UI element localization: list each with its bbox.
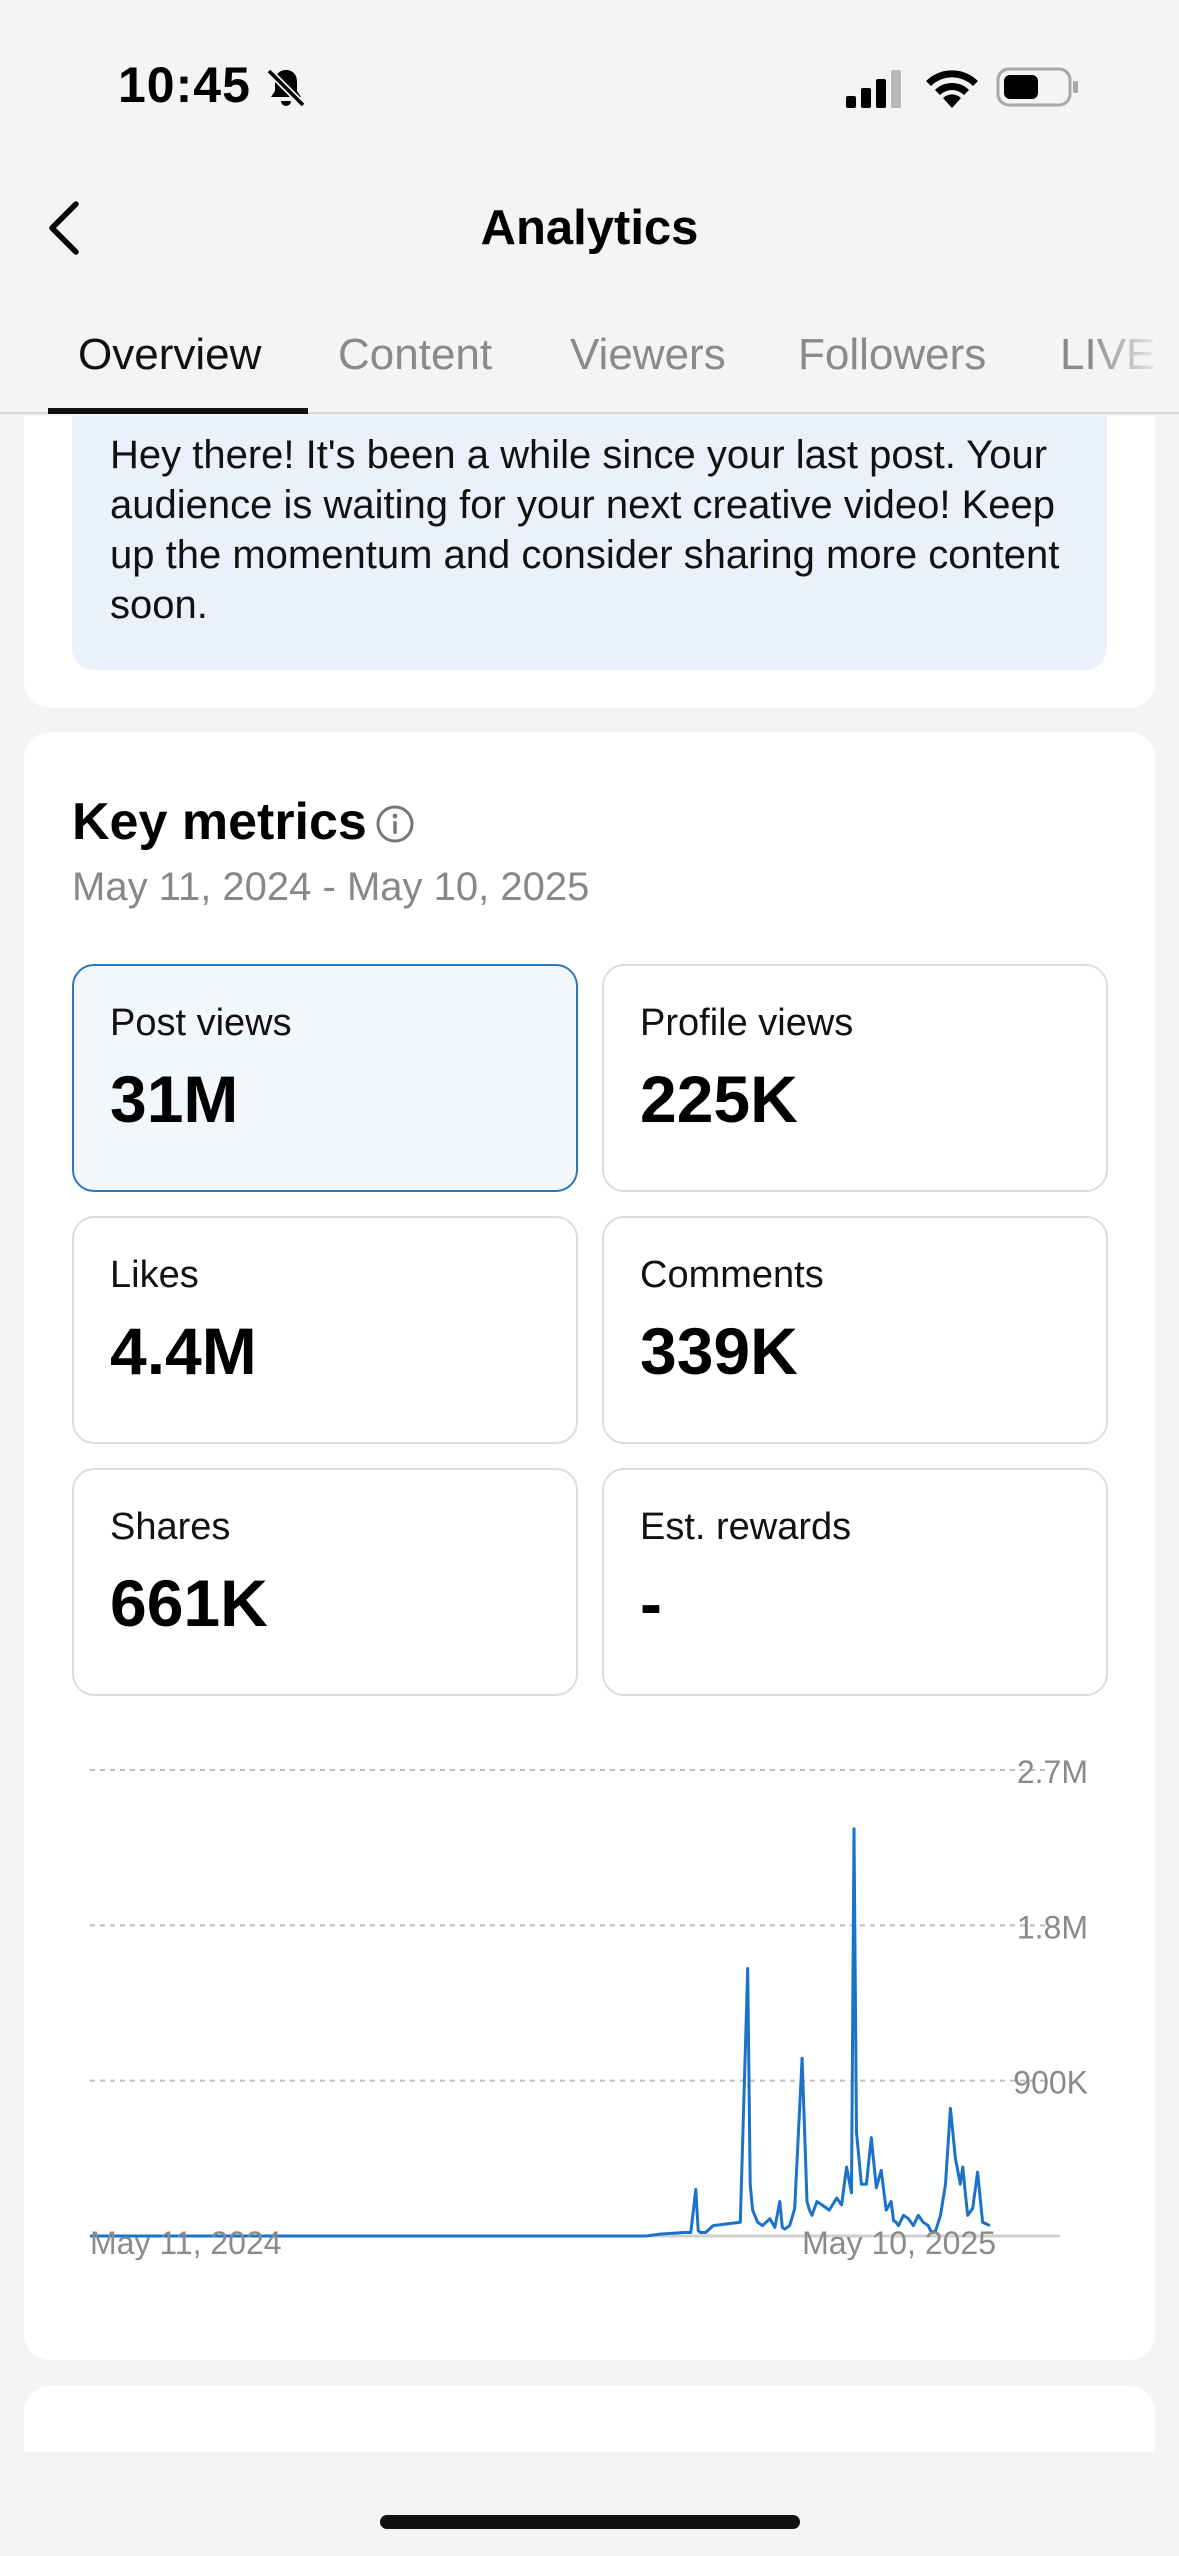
metric-card-post-views[interactable]: Post views 31M xyxy=(72,964,578,1192)
metric-value: 225K xyxy=(640,1062,798,1136)
battery-icon xyxy=(996,67,1078,107)
post-views-line-chart[interactable]: 900K 1.8M 2.7M May 11, 2024 May 10, 2025 xyxy=(72,1740,1122,2260)
wifi-icon xyxy=(926,70,978,108)
info-icon[interactable] xyxy=(374,803,416,845)
metric-label: Post views xyxy=(110,1002,292,1044)
tab-content[interactable]: Content xyxy=(338,330,493,379)
metric-value: 31M xyxy=(110,1062,239,1136)
metric-value: - xyxy=(640,1566,662,1640)
metric-card-shares[interactable]: Shares 661K xyxy=(72,1468,578,1696)
y-tick-label: 2.7M xyxy=(1017,1754,1088,1790)
tab-viewers[interactable]: Viewers xyxy=(570,330,726,379)
home-indicator[interactable] xyxy=(380,2515,800,2529)
tab-followers[interactable]: Followers xyxy=(798,330,987,379)
metric-label: Comments xyxy=(640,1254,824,1296)
metric-card-profile-views[interactable]: Profile views 225K xyxy=(602,964,1108,1192)
metric-card-likes[interactable]: Likes 4.4M xyxy=(72,1216,578,1444)
metric-card-comments[interactable]: Comments 339K xyxy=(602,1216,1108,1444)
posting-reminder-notice: Hey there! It's been a while since your … xyxy=(72,416,1107,670)
metric-label: Likes xyxy=(110,1254,199,1296)
x-tick-label: May 11, 2024 xyxy=(90,2225,282,2260)
y-tick-label: 900K xyxy=(1013,2065,1088,2101)
metric-label: Est. rewards xyxy=(640,1506,852,1548)
metric-label: Profile views xyxy=(640,1002,854,1044)
active-tab-indicator xyxy=(48,408,308,414)
status-bar: 10:45 xyxy=(0,0,1179,170)
metric-value: 339K xyxy=(640,1314,798,1388)
metric-value: 4.4M xyxy=(110,1314,257,1388)
cellular-signal-icon xyxy=(846,70,901,108)
tab-bar: Overview Content Viewers Followers LIVE xyxy=(0,300,1179,414)
y-tick-label: 1.8M xyxy=(1017,1909,1088,1945)
page-title: Analytics xyxy=(480,201,699,255)
metric-label: Shares xyxy=(110,1506,231,1548)
bell-muted-icon xyxy=(266,68,306,108)
tab-scroll-fade xyxy=(1089,296,1179,412)
key-metrics-title: Key metrics xyxy=(72,793,367,851)
bottom-safe-area xyxy=(0,2452,1179,2556)
back-arrow-icon[interactable] xyxy=(44,198,84,258)
x-tick-label: May 10, 2025 xyxy=(802,2225,996,2260)
metric-card-est-rewards[interactable]: Est. rewards - xyxy=(602,1468,1108,1696)
metric-value: 661K xyxy=(110,1566,268,1640)
series-line xyxy=(90,1827,991,2238)
status-time: 10:45 xyxy=(118,57,251,113)
date-range: May 11, 2024 - May 10, 2025 xyxy=(72,865,590,909)
tab-overview[interactable]: Overview xyxy=(78,330,262,379)
